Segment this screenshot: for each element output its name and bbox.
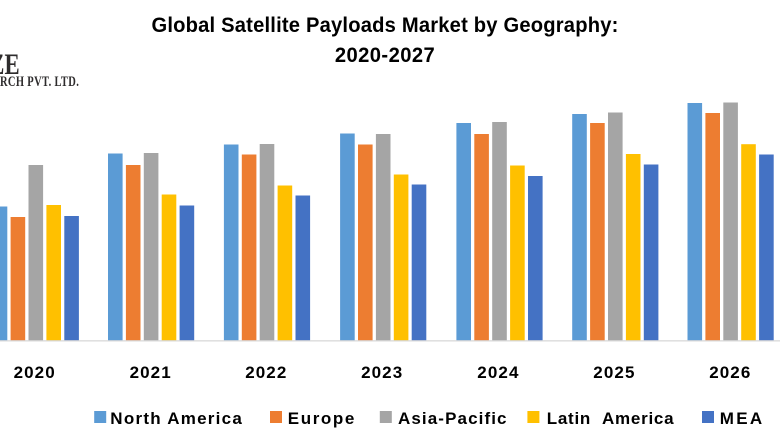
svg-text:Europe: Europe bbox=[288, 409, 356, 428]
svg-text:2025: 2025 bbox=[593, 363, 635, 382]
svg-text:2023: 2023 bbox=[361, 363, 403, 382]
svg-text:Latin America: Latin America bbox=[547, 409, 675, 428]
svg-text:MEA: MEA bbox=[720, 409, 765, 428]
svg-text:Asia-Pacific: Asia-Pacific bbox=[398, 409, 508, 428]
svg-text:2021: 2021 bbox=[130, 363, 172, 382]
svg-text:2024: 2024 bbox=[477, 363, 519, 382]
svg-text:2026: 2026 bbox=[709, 363, 751, 382]
svg-text:North America: North America bbox=[110, 409, 243, 428]
svg-text:2022: 2022 bbox=[245, 363, 287, 382]
svg-text:2020: 2020 bbox=[14, 363, 56, 382]
